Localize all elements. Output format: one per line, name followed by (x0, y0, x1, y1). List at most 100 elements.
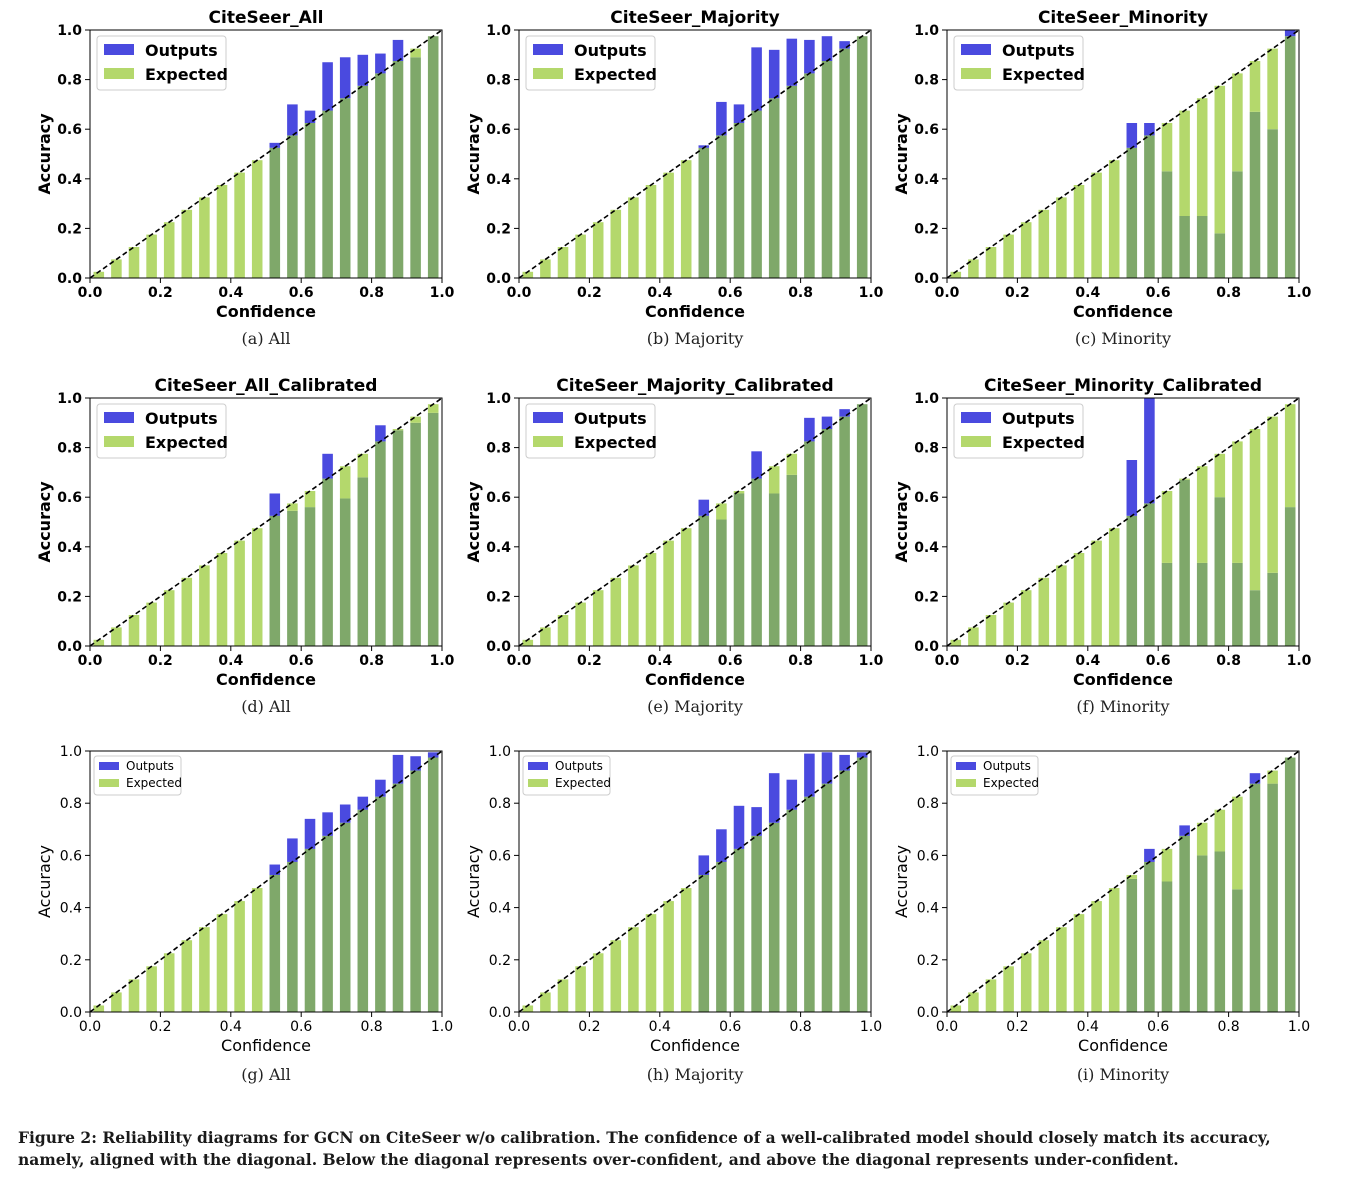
y-tick-label: 0.4 (486, 540, 511, 556)
bar-outputs-13 (751, 451, 762, 479)
bar-overlap-17 (821, 61, 833, 278)
x-tick-label: 1.0 (1287, 653, 1312, 669)
y-tick-label: 1.0 (486, 391, 511, 407)
bar-overlap-15 (1214, 233, 1226, 278)
bar-overlap-16 (1232, 562, 1243, 646)
bar-overlap-14 (1196, 216, 1208, 278)
x-tick-label: 0.6 (290, 1019, 312, 1035)
legend-label-expected: Expected (145, 433, 228, 452)
bar-expected-4 (163, 222, 175, 278)
legend-swatch-outputs (533, 412, 563, 423)
x-tick-label: 0.8 (788, 653, 813, 669)
bar-expected-0 (93, 639, 105, 646)
x-tick-label: 0.2 (1006, 1019, 1028, 1035)
bar-expected-9 (1108, 160, 1120, 278)
bar-overlap-19 (856, 36, 868, 279)
bar-overlap-18 (410, 422, 421, 646)
bar-expected-0 (522, 1005, 534, 1012)
bar-expected-0 (522, 271, 534, 278)
bar-outputs-15 (786, 779, 798, 810)
bar-outputs-19 (1284, 30, 1296, 37)
bar-outputs-11 (1144, 848, 1155, 862)
x-axis-label: Confidence (1073, 670, 1173, 689)
bar-outputs-11 (287, 104, 298, 136)
y-tick-label: 0.0 (60, 1005, 82, 1021)
diagonal-line (946, 750, 1300, 1013)
x-tick-label: 0.6 (718, 285, 743, 301)
legend-swatch-outputs (956, 762, 976, 770)
x-tick-label: 0.0 (935, 285, 960, 301)
reliability-chart-f: 0.00.0 0.2 0.2 0.4 0.4 0.6 0.6 0.8 0.8 1.0 1.0 Conf… (892, 376, 1312, 689)
bar-expected-16 (1232, 73, 1243, 172)
y-tick-label: 0.0 (57, 271, 82, 287)
bar-overlap-11 (1144, 861, 1155, 1012)
bar-outputs-17 (821, 752, 833, 784)
bar-overlap-13 (1179, 835, 1190, 1012)
bar-expected-8 (663, 901, 674, 1012)
bar-overlap-19 (856, 757, 868, 1012)
axes-frame (89, 29, 443, 279)
bar-expected-4 (592, 222, 604, 278)
bar-overlap-16 (375, 441, 386, 646)
axes-frame (946, 29, 1300, 279)
legend: Outputs Expected (525, 403, 657, 459)
y-tick-label: 0.2 (486, 589, 511, 605)
bar-overlap-16 (804, 441, 815, 646)
axes-frame (518, 750, 872, 1013)
bar-overlap-12 (304, 507, 316, 646)
bar-expected-14 (1196, 98, 1208, 216)
bar-expected-8 (1091, 901, 1102, 1012)
y-axis-label: Accuracy (464, 481, 483, 563)
legend-label-outputs: Outputs (145, 409, 218, 428)
chart-title: CiteSeer_Minority_Calibrated (984, 376, 1262, 396)
bar-expected-5 (1038, 209, 1050, 278)
x-tick-label: 0.6 (1146, 653, 1171, 669)
bar-outputs-17 (821, 416, 833, 429)
bar-outputs-14 (339, 804, 351, 823)
bar-expected-8 (234, 901, 245, 1012)
bar-expected-9 (680, 160, 692, 278)
y-axis-label: Accuracy (464, 113, 483, 195)
legend-label-outputs: Outputs (126, 759, 174, 773)
subfigure-caption-h: (h) Majority (646, 1065, 744, 1084)
x-tick-label: 0.2 (578, 1019, 600, 1035)
legend-label-expected: Expected (1002, 433, 1085, 452)
diagonal-line (518, 750, 872, 1013)
y-tick-label: 0.6 (917, 848, 939, 864)
bar-expected-12 (304, 491, 316, 508)
bar-overlap-13 (322, 478, 333, 646)
bar-expected-0 (950, 639, 962, 646)
bar-expected-2 (128, 247, 140, 278)
x-tick-label: 1.0 (859, 653, 884, 669)
bar-overlap-12 (733, 123, 745, 278)
y-tick-label: 0.4 (486, 172, 511, 188)
bar-outputs-16 (375, 53, 386, 74)
chart-panel-e: 0.0 0.0 0.2 0.2 0.4 0.4 0.6 0.6 0.8 0.8 1.0 1.0 Conf… (459, 368, 884, 706)
bar-overlap-13 (1179, 216, 1190, 278)
bar-overlap-13 (322, 110, 333, 278)
bar-expected-1 (968, 259, 979, 278)
bar-expected-4 (163, 953, 175, 1012)
bar-expected-14 (339, 466, 351, 499)
bar-outputs-12 (733, 104, 745, 123)
y-tick-label: 0.6 (60, 848, 82, 864)
legend-label-outputs: Outputs (555, 759, 603, 773)
bar-expected-8 (234, 172, 245, 278)
x-tick-label: 0.6 (289, 285, 314, 301)
bar-expected-11 (287, 503, 298, 511)
bar-outputs-17 (1249, 773, 1261, 784)
y-tick-label: 0.2 (914, 221, 939, 237)
bar-overlap-17 (392, 783, 404, 1012)
bar-overlap-14 (339, 822, 351, 1012)
bar-expected-5 (610, 209, 622, 278)
x-tick-label: 0.0 (936, 1019, 958, 1035)
bar-expected-1 (111, 992, 122, 1012)
bar-overlap-11 (716, 135, 727, 278)
bar-expected-9 (680, 888, 692, 1012)
bar-overlap-12 (1161, 171, 1173, 278)
y-tick-label: 0.4 (57, 540, 82, 556)
x-tick-label: 0.8 (789, 1019, 811, 1035)
bar-expected-2 (557, 247, 569, 278)
bar-outputs-14 (768, 49, 780, 99)
bar-overlap-10 (1126, 515, 1138, 646)
